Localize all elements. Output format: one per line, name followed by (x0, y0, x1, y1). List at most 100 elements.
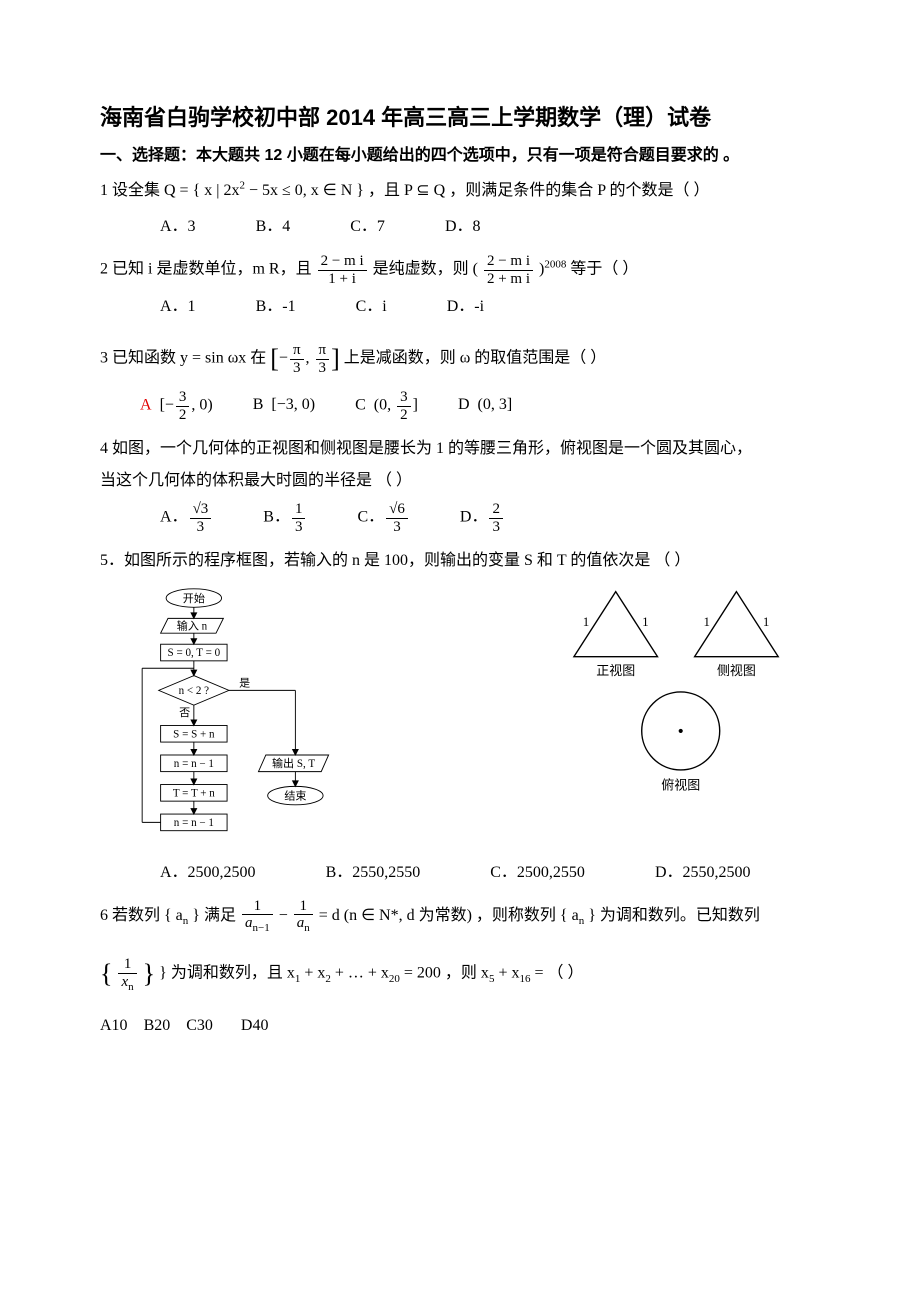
q3-a-num: 3 (176, 389, 190, 407)
fc-s4: n = n − 1 (174, 817, 214, 829)
q3-c-label: C (355, 397, 366, 414)
fc-yes: 是 (239, 677, 250, 690)
figures-row: 开始 输入 n S = 0, T = 0 n < 2 ? 是 否 S (120, 587, 820, 854)
q6-s20: 20 (389, 973, 400, 985)
q4-b-num: 1 (292, 501, 306, 519)
fc-s2: n = n − 1 (174, 758, 214, 770)
fc-cond: n < 2 ? (179, 685, 210, 697)
q4-a-num: √3 (190, 501, 212, 519)
q3-optB: B [−3, 0) (253, 389, 315, 423)
q4-line1: 4 如图，一个几何体的正视图和侧视图是腰长为 1 的等腰三角形，俯视图是一个圆及… (100, 433, 820, 465)
tv-1a: 1 (583, 614, 590, 629)
q3-fl-den: 3 (290, 360, 304, 377)
tv-front: 正视图 (596, 663, 635, 678)
q6-rbrace: } (143, 959, 155, 988)
q1-stem: 1 设全集 Q = { x | 2x2 − 5x ≤ 0, x ∈ N } ，且… (100, 182, 710, 199)
question-4: 4 如图，一个几何体的正视图和侧视图是腰长为 1 的等腰三角形，俯视图是一个圆及… (100, 433, 820, 535)
q2-optA: A．1 (160, 291, 196, 323)
q6-lbrace: { (100, 959, 112, 988)
q4-b-den: 3 (292, 519, 306, 536)
q6-l2ds: n (128, 981, 134, 993)
q6-minus: − (279, 907, 292, 924)
q4-c-num: √6 (386, 501, 408, 519)
q1-pre: 1 设全集 Q = { x | 2x (100, 182, 239, 199)
tv-1c: 1 (703, 614, 710, 629)
q4-d-label: D． (460, 509, 488, 526)
question-5: 5．如图所示的程序框图，若输入的 n 是 100，则输出的变量 S 和 T 的值… (100, 545, 820, 577)
q4-optA: A．√33 (160, 501, 213, 535)
question-1: 1 设全集 Q = { x | 2x2 − 5x ≤ 0, x ∈ N } ，且… (100, 175, 820, 243)
q5-optB: B．2550,2550 (326, 860, 421, 886)
question-6: 6 若数列 { a n } 满足 1 an−1 − 1 an = d (n ∈ N… (100, 898, 820, 1043)
q4-c-label: C． (357, 509, 384, 526)
q3-b-label: B (253, 396, 264, 413)
q6-l2d: xn (118, 974, 136, 993)
fc-start: 开始 (183, 591, 205, 605)
q6-f1n: 1 (242, 898, 273, 916)
q6-l2n: 1 (118, 956, 136, 974)
q6-l1-pre: 6 若数列 { a (100, 907, 183, 924)
fc-init: S = 0, T = 0 (168, 647, 221, 659)
q3-c-den: 2 (397, 407, 411, 424)
q6-f2: 1 an (294, 898, 313, 935)
q1-optD: D．8 (445, 211, 481, 243)
q5-optD: D．2550,2500 (655, 860, 751, 886)
q3-post: 上是减函数，则 ω 的取值范围是（ ） (344, 350, 607, 367)
q6-l1-post: = d (n ∈ N*, d 为常数) ，则称数列 { a (319, 907, 579, 924)
q4-c-den: 3 (386, 519, 408, 536)
fc-end: 结束 (284, 789, 306, 802)
q6-p2: + … + x (331, 965, 389, 982)
tv-top: 俯视图 (661, 778, 700, 793)
q3-optC: C (0, 32] (355, 389, 418, 423)
q4-d-den: 3 (489, 519, 503, 536)
q3-a-den: 2 (176, 407, 190, 424)
q1-post: − 5x ≤ 0, x ∈ N } ，且 P ⊆ Q ，则满足条件的集合 P 的… (245, 182, 710, 199)
q4-optD: D．23 (460, 501, 505, 535)
q3-d: (0, 3] (478, 396, 513, 413)
q2-f1-num: 2 − m i (318, 253, 367, 271)
q1-optC: C．7 (350, 211, 385, 243)
q3-c-pre: (0, (374, 397, 395, 414)
q3-pre: 3 已知函数 y = sin ωx 在 (100, 350, 270, 367)
q3-fracR: π 3 (316, 342, 330, 376)
q2-pre: 2 已知 i 是虚数单位，m R，且 (100, 261, 316, 278)
q2-optB: B．-1 (256, 291, 296, 323)
fc-s3: T = T + n (173, 788, 215, 800)
q3-comma: , (306, 350, 310, 367)
q3-a-txt: , 0) (191, 397, 212, 414)
section-heading: 一、选择题：本大题共 12 小题在每小题给出的四个选项中，只有一项是符合题目要求… (100, 143, 820, 169)
q6-f1ds: n−1 (252, 922, 269, 934)
q6-f2d: an (294, 915, 313, 934)
q2-f2-den: 2 + m i (484, 271, 533, 288)
q3-c-post: ] (413, 397, 418, 414)
page-title: 海南省白驹学校初中部 2014 年高三高三上学期数学（理）试卷 (100, 100, 820, 135)
q4-a-den: 3 (190, 519, 212, 536)
q6-optC: C30 (186, 1017, 213, 1034)
q3-a-label: A (140, 397, 152, 414)
q2-mid: 是纯虚数，则 ( (373, 261, 482, 278)
q6-f2n: 1 (294, 898, 313, 916)
q3-lbracket: [ (270, 344, 279, 373)
question-3: 3 已知函数 y = sin ωx 在 [− π 3 , π 3 ] 上是减函数… (100, 333, 820, 423)
tv-1b: 1 (642, 614, 649, 629)
three-view-diagram: 1 1 正视图 1 1 侧视图 俯视图 (560, 587, 820, 809)
q1-optB: B．4 (256, 211, 291, 243)
q2-f2-num: 2 − m i (484, 253, 533, 271)
q6-f1: 1 an−1 (242, 898, 273, 935)
q6-eqend: = （ ） (530, 965, 583, 982)
q6-optB: B20 (144, 1017, 171, 1034)
tv-1d: 1 (763, 614, 770, 629)
q3-rbracket: ] (331, 344, 340, 373)
q4-a-label: A． (160, 509, 188, 526)
q3-optA: A [−32, 0) (140, 389, 213, 423)
q6-s16: 16 (519, 973, 530, 985)
q6-f1d: an−1 (242, 915, 273, 934)
fc-s1: S = S + n (173, 729, 215, 741)
q4-b-label: B． (263, 509, 290, 526)
q6-l1-mid: } 满足 (188, 907, 240, 924)
q5-stem: 5．如图所示的程序框图，若输入的 n 是 100，则输出的变量 S 和 T 的值… (100, 545, 820, 577)
q2-frac1: 2 − m i 1 + i (318, 253, 367, 287)
q3-fr-num: π (316, 342, 330, 360)
q2-optD: D．-i (447, 291, 484, 323)
q6-l2frac: 1 xn (118, 956, 136, 993)
